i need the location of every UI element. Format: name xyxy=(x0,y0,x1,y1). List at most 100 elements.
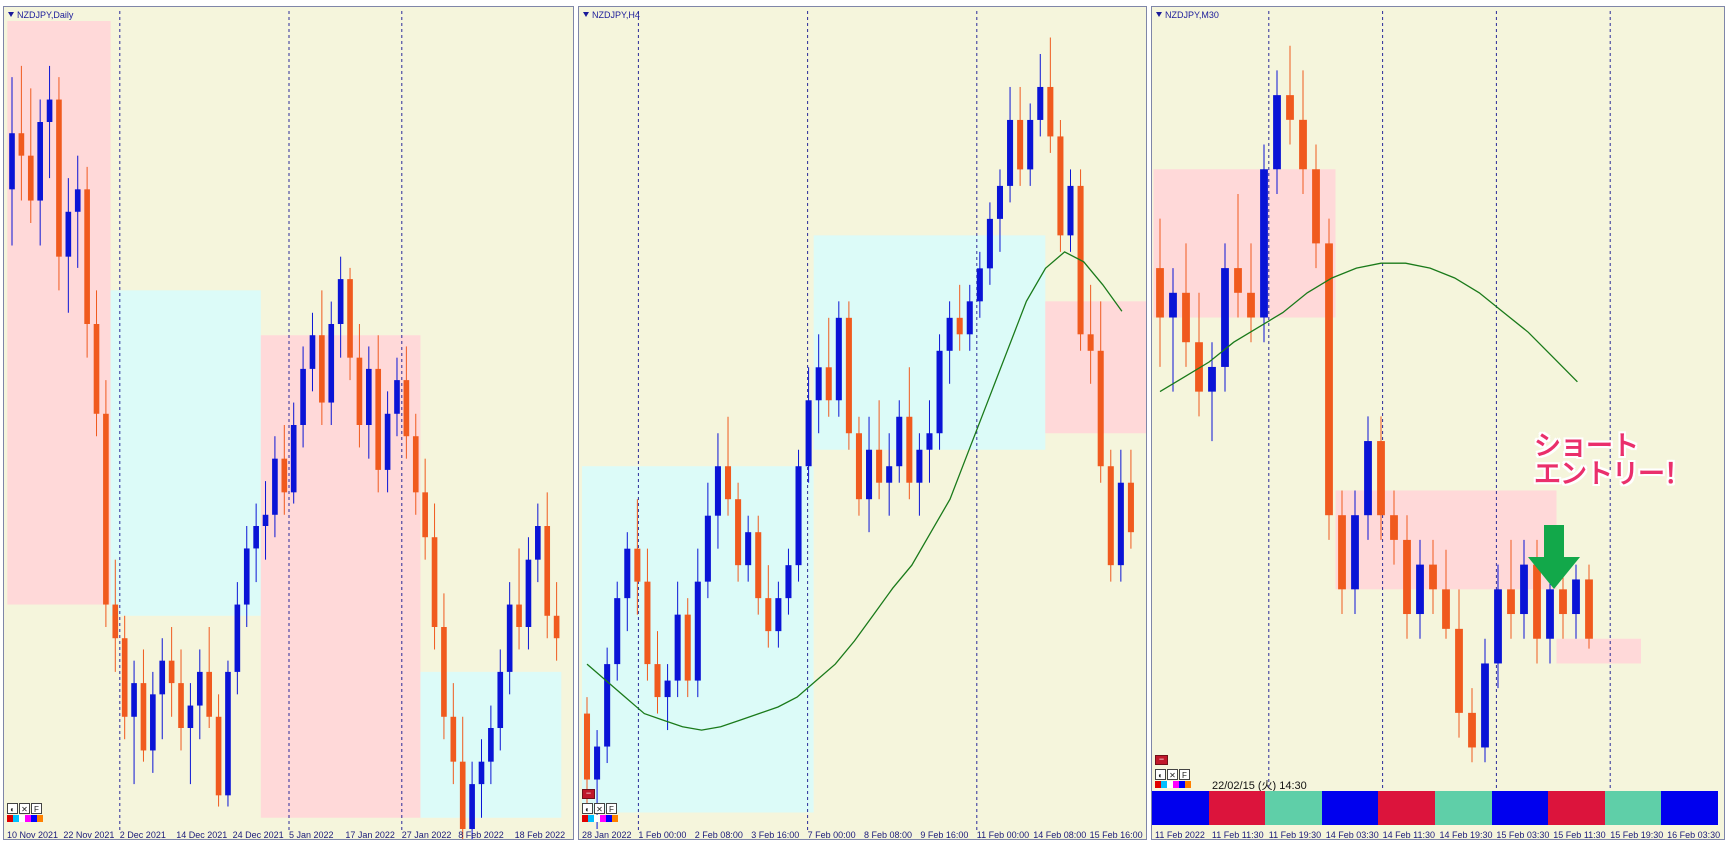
candle xyxy=(1107,449,1114,582)
candle xyxy=(1572,564,1580,639)
color-swatch[interactable] xyxy=(588,815,594,822)
collapse-button[interactable]: − xyxy=(1155,755,1168,765)
object-toolbar: ◐ ✕ F xyxy=(582,803,617,814)
x-tick-label: 18 Feb 2022 xyxy=(514,830,566,840)
candle xyxy=(328,301,335,425)
x-tick-label: 11 Feb 00:00 xyxy=(976,830,1030,840)
session-segment xyxy=(1265,791,1322,825)
x-tick-label: 15 Feb 03:30 xyxy=(1496,830,1550,840)
candle xyxy=(1260,144,1268,343)
candle xyxy=(93,290,100,437)
candle xyxy=(724,416,732,516)
x-tick-label: 15 Feb 19:30 xyxy=(1610,830,1664,840)
moving-average-line xyxy=(1159,262,1578,393)
candle xyxy=(84,166,90,358)
color-swatch[interactable] xyxy=(7,815,13,822)
candle xyxy=(1429,539,1437,615)
color-swatch[interactable] xyxy=(37,815,43,822)
chart-panel-h4[interactable]: NZDJPY,H4 − ◐ ✕ F 28 Jan 2022 1 Feb 00:00… xyxy=(578,6,1147,840)
fibonacci-tool-icon[interactable]: F xyxy=(1179,769,1190,780)
candle xyxy=(956,284,963,351)
session-segment xyxy=(1321,791,1379,825)
color-swatch[interactable] xyxy=(612,815,618,822)
candle xyxy=(976,251,983,318)
color-swatch[interactable] xyxy=(594,815,600,822)
candle xyxy=(18,65,25,201)
color-swatch[interactable] xyxy=(1155,781,1161,788)
candle xyxy=(684,598,691,698)
candle xyxy=(936,334,943,450)
delete-tool-icon[interactable]: ✕ xyxy=(594,803,605,814)
color-swatch[interactable] xyxy=(606,815,612,822)
candle xyxy=(1117,449,1124,582)
candle xyxy=(497,649,504,751)
candle xyxy=(300,346,306,448)
candle xyxy=(9,77,15,246)
fibonacci-tool-icon[interactable]: F xyxy=(606,803,617,814)
zone-pink xyxy=(260,335,421,818)
chart-panel-daily[interactable]: NZDJPY,Daily ◐ ✕ F 10 Nov 2021 22 Nov 202… xyxy=(3,6,574,840)
candle xyxy=(654,631,661,714)
candle xyxy=(664,664,671,731)
cursor-tool-icon[interactable]: ◐ xyxy=(1155,769,1166,780)
delete-tool-icon[interactable]: ✕ xyxy=(19,803,30,814)
candle xyxy=(1338,490,1346,615)
x-tick-label: 14 Feb 11:30 xyxy=(1382,830,1435,840)
collapse-button[interactable]: − xyxy=(582,789,595,799)
color-swatch[interactable] xyxy=(582,815,588,822)
candle xyxy=(365,346,372,459)
color-swatch[interactable] xyxy=(25,815,31,822)
color-swatch[interactable] xyxy=(1185,781,1191,788)
candle xyxy=(634,499,641,615)
candle xyxy=(926,400,933,483)
candle xyxy=(375,335,382,493)
cursor-tool-icon[interactable]: ◐ xyxy=(7,803,18,814)
fibonacci-tool-icon[interactable]: F xyxy=(31,803,42,814)
candle xyxy=(1169,268,1177,392)
color-swatch[interactable] xyxy=(600,815,606,822)
candle xyxy=(347,267,353,381)
candle xyxy=(614,581,621,681)
candle xyxy=(253,503,259,583)
candle xyxy=(1442,549,1450,639)
cursor-tool-icon[interactable]: ◐ xyxy=(582,803,593,814)
dropdown-triangle-icon[interactable] xyxy=(8,12,14,17)
candle xyxy=(478,739,485,818)
moving-average-line xyxy=(586,251,1123,731)
session-segment xyxy=(1378,791,1435,825)
candle xyxy=(1087,284,1094,384)
candle xyxy=(225,660,231,807)
candle xyxy=(785,548,792,615)
session-segment xyxy=(1208,791,1266,825)
session-segment xyxy=(1661,791,1718,825)
color-swatch[interactable] xyxy=(31,815,37,822)
candle xyxy=(168,627,175,717)
x-tick-label: 5 Jan 2022 xyxy=(289,830,334,840)
color-swatch[interactable] xyxy=(19,815,25,822)
dropdown-triangle-icon[interactable] xyxy=(1156,12,1162,17)
candle xyxy=(394,357,400,437)
x-tick-label: 15 Feb 11:30 xyxy=(1553,830,1606,840)
color-swatch[interactable] xyxy=(1161,781,1167,788)
delete-tool-icon[interactable]: ✕ xyxy=(1167,769,1178,780)
candle xyxy=(1585,564,1593,649)
color-swatch[interactable] xyxy=(1167,781,1173,788)
color-swatch[interactable] xyxy=(1179,781,1185,788)
candle xyxy=(131,660,137,785)
dropdown-triangle-icon[interactable] xyxy=(583,12,589,17)
candle xyxy=(1416,539,1424,639)
candle xyxy=(604,647,611,764)
candle xyxy=(525,537,532,650)
zone-cyan xyxy=(110,290,261,616)
chart-panel-m30[interactable]: NZDJPY,M30 − ◐ ✕ F 22/02/15 (火) 14:30 ショ… xyxy=(1151,6,1725,840)
candle xyxy=(1325,218,1333,540)
x-tick-label: 8 Feb 08:00 xyxy=(864,830,913,840)
candle xyxy=(159,638,166,740)
session-segment xyxy=(1434,791,1492,825)
candle xyxy=(986,202,993,285)
color-swatches xyxy=(582,815,618,822)
candle xyxy=(243,526,250,627)
color-swatch[interactable] xyxy=(13,815,19,822)
color-swatch[interactable] xyxy=(1173,781,1179,788)
candle xyxy=(1312,144,1320,269)
